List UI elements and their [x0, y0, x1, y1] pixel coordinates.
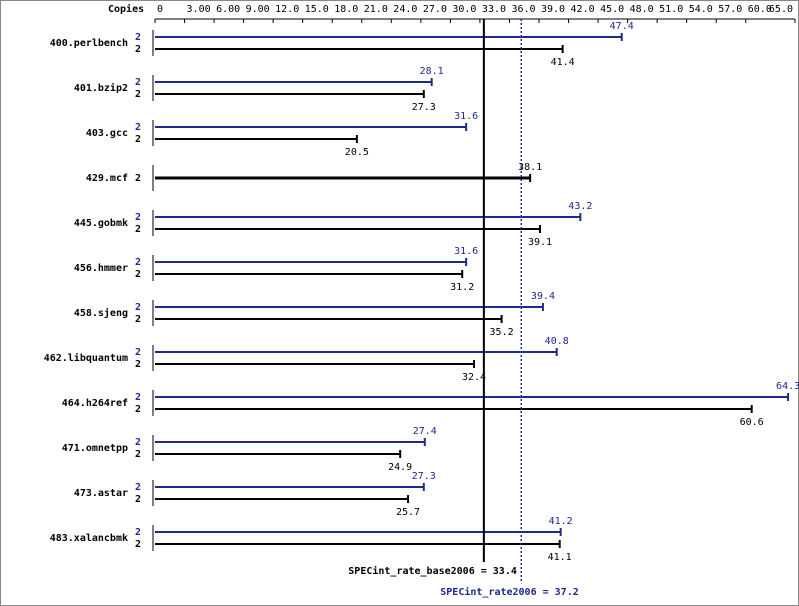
value-label: 39.4 — [531, 291, 555, 302]
copies-label: 2 — [135, 77, 141, 88]
value-label: 39.1 — [528, 237, 552, 248]
x-tick-label: 6.00 — [216, 4, 240, 15]
value-label: 31.6 — [454, 246, 478, 257]
copies-label: 2 — [135, 44, 141, 55]
category-label: 464.h264ref — [62, 398, 128, 409]
copies-label: 2 — [135, 527, 141, 538]
copies-label: 2 — [135, 347, 141, 358]
category-label: 445.gobmk — [74, 218, 128, 229]
copies-label: 2 — [135, 257, 141, 268]
value-label: 40.8 — [545, 336, 569, 347]
copies-label: 2 — [135, 392, 141, 403]
x-tick-label: 18.0 — [334, 4, 358, 15]
x-tick-label: 39.0 — [541, 4, 565, 15]
value-label: 41.2 — [549, 516, 573, 527]
value-label: 31.2 — [450, 282, 474, 293]
x-tick-label: 3.00 — [187, 4, 211, 15]
copies-label: 2 — [135, 359, 141, 370]
x-tick-label: 54.0 — [689, 4, 713, 15]
value-label: 60.6 — [740, 417, 764, 428]
copies-label: 2 — [135, 437, 141, 448]
x-tick-label: 0 — [157, 4, 163, 15]
copies-label: 2 — [135, 302, 141, 313]
x-tick-label: 48.0 — [630, 4, 654, 15]
x-tick-label: 65.0 — [769, 4, 793, 15]
x-tick-label: 15.0 — [305, 4, 329, 15]
value-label: 41.4 — [551, 57, 575, 68]
category-label: 483.xalancbmk — [50, 533, 128, 544]
value-label: 43.2 — [568, 201, 592, 212]
copies-label: 2 — [135, 314, 141, 325]
copies-label: 2 — [135, 212, 141, 223]
x-tick-label: 36.0 — [511, 4, 535, 15]
copies-label: 2 — [135, 404, 141, 415]
value-label: 24.9 — [388, 462, 412, 473]
x-tick-label: 27.0 — [423, 4, 447, 15]
x-tick-label: 45.0 — [600, 4, 624, 15]
copies-label: 2 — [135, 539, 141, 550]
copies-label: 2 — [135, 89, 141, 100]
x-tick-label: 51.0 — [659, 4, 683, 15]
value-label: 41.1 — [548, 552, 572, 563]
copies-label: 2 — [135, 122, 141, 133]
x-tick-label: 21.0 — [364, 4, 388, 15]
copies-label: 2 — [135, 449, 141, 460]
value-label: 31.6 — [454, 111, 478, 122]
category-label: 403.gcc — [86, 128, 128, 139]
category-label: 400.perlbench — [50, 38, 128, 49]
copies-label: 2 — [135, 482, 141, 493]
value-label: 28.1 — [420, 66, 444, 77]
category-label: 471.omnetpp — [62, 443, 128, 454]
reference-label: SPECint_rate_base2006 = 33.4 — [348, 565, 517, 577]
value-label: 27.3 — [412, 102, 436, 113]
value-label: 32.4 — [462, 372, 486, 383]
value-label: 47.4 — [610, 21, 634, 32]
copies-label: 2 — [135, 134, 141, 145]
value-label: 35.2 — [490, 327, 514, 338]
category-label: 458.sjeng — [74, 307, 128, 319]
copies-label: 2 — [135, 494, 141, 505]
category-label: 462.libquantum — [44, 352, 128, 364]
x-tick-label: 24.0 — [393, 4, 417, 15]
x-tick-label: 30.0 — [452, 4, 476, 15]
category-label: 473.astar — [74, 488, 128, 499]
value-label: 38.1 — [518, 162, 542, 173]
x-tick-label: 57.0 — [718, 4, 742, 15]
x-tick-label: 9.00 — [246, 4, 270, 15]
reference-label: SPECint_rate2006 = 37.2 — [440, 586, 578, 598]
value-label: 64.3 — [776, 381, 799, 392]
copies-label: 2 — [135, 173, 141, 184]
category-label: 429.mcf — [86, 173, 128, 184]
value-label: 27.4 — [413, 426, 437, 437]
value-label: 20.5 — [345, 147, 369, 158]
category-label: 401.bzip2 — [74, 82, 128, 94]
x-tick-label: 12.0 — [275, 4, 299, 15]
copies-label: 2 — [135, 224, 141, 235]
axis-title: Copies — [108, 3, 144, 15]
category-label: 456.hmmer — [74, 263, 128, 274]
x-tick-label: 33.0 — [482, 4, 506, 15]
copies-label: 2 — [135, 32, 141, 43]
x-tick-label: 60.0 — [748, 4, 772, 15]
value-label: 25.7 — [396, 507, 420, 518]
copies-label: 2 — [135, 269, 141, 280]
value-label: 27.3 — [412, 471, 436, 482]
x-tick-label: 42.0 — [571, 4, 595, 15]
